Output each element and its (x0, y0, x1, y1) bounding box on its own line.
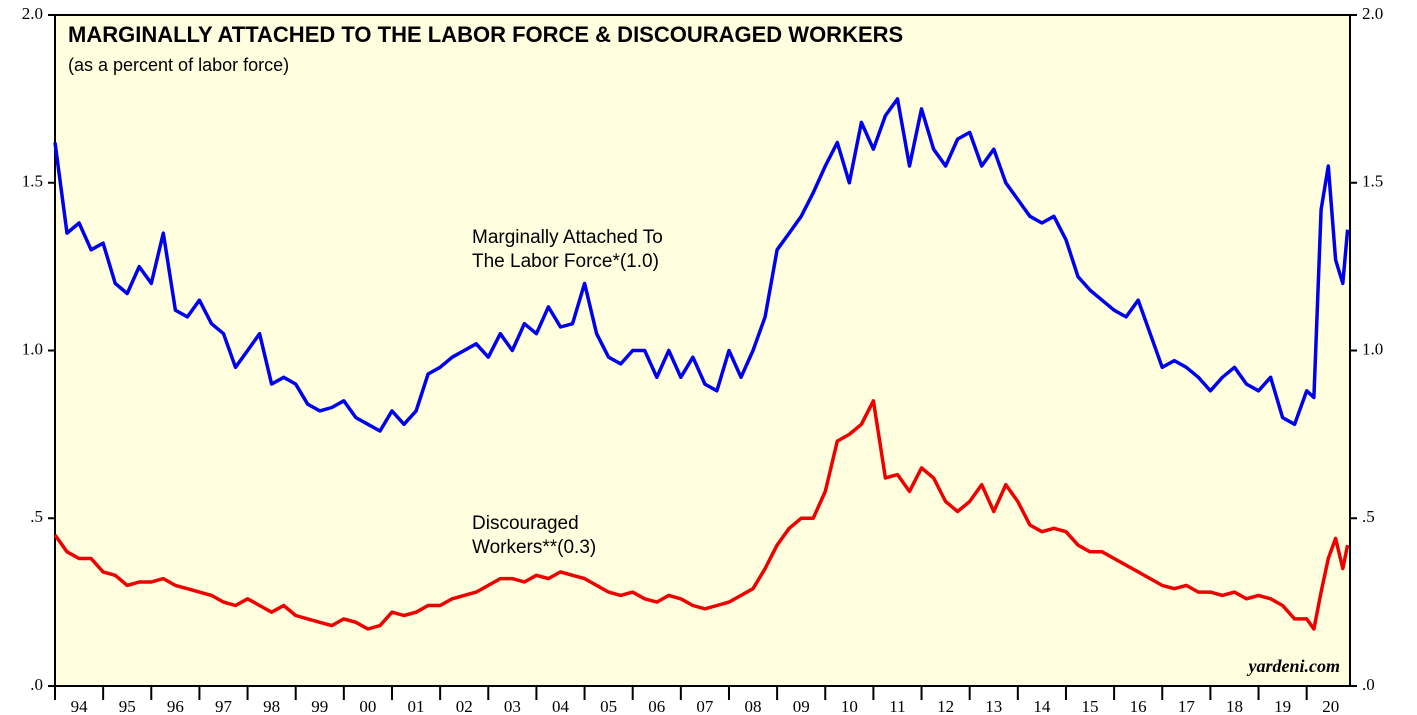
y-tick-label: 1.5 (22, 172, 43, 191)
x-tick-label: 11 (889, 697, 905, 715)
plot-area (54, 14, 1351, 687)
y2-tick-label: 1.5 (1362, 172, 1383, 191)
x-tick-label: 95 (119, 697, 136, 715)
x-tick-label: 20 (1322, 697, 1339, 715)
x-tick-label: 04 (552, 697, 570, 715)
y2-tick-label: .5 (1362, 507, 1375, 526)
source: yardeni.com (1247, 656, 1341, 676)
x-tick-label: 14 (1033, 697, 1051, 715)
x-tick-label: 97 (215, 697, 233, 715)
x-tick-label: 15 (1082, 697, 1099, 715)
x-tick-label: 94 (71, 697, 89, 715)
chart-subtitle: (as a percent of labor force) (68, 55, 289, 75)
y-tick-label: 2.0 (22, 4, 43, 23)
line (53, 399, 1350, 631)
annotation: Workers**(0.3) (472, 537, 596, 558)
y2-tick-label: 2.0 (1362, 4, 1383, 23)
x-tick-label: 19 (1274, 697, 1291, 715)
annotation: The Labor Force*(1.0) (472, 251, 659, 272)
x-tick-label: 98 (263, 697, 280, 715)
x-tick-label: 05 (600, 697, 617, 715)
x-tick-label: 18 (1226, 697, 1243, 715)
x-tick-label: 01 (408, 697, 425, 715)
annotation: Discouraged (472, 513, 579, 534)
x-tick-label: 99 (311, 697, 328, 715)
x-tick-label: 16 (1130, 697, 1147, 715)
chart-title: MARGINALLY ATTACHED TO THE LABOR FORCE &… (68, 22, 903, 47)
x-tick-label: 08 (745, 697, 762, 715)
x-tick-label: 17 (1178, 697, 1196, 715)
x-tick-label: 00 (359, 697, 376, 715)
x-tick-label: 02 (456, 697, 473, 715)
y-tick-label: .0 (30, 675, 43, 694)
x-tick-label: 13 (985, 697, 1002, 715)
x-tick-label: 03 (504, 697, 521, 715)
x-tick-label: 06 (648, 697, 665, 715)
y2-tick-label: .0 (1362, 675, 1375, 694)
x-tick-label: 07 (696, 697, 714, 715)
annotation: Marginally Attached To (472, 227, 663, 248)
y2-tick-label: 1.0 (1362, 339, 1383, 358)
x-tick-label: 12 (937, 697, 954, 715)
x-tick-label: 10 (841, 697, 858, 715)
x-tick-label: 09 (793, 697, 810, 715)
y-tick-label: .5 (30, 507, 43, 526)
y-tick-label: 1.0 (22, 339, 43, 358)
line (53, 97, 1350, 433)
x-tick-label: 96 (167, 697, 184, 715)
